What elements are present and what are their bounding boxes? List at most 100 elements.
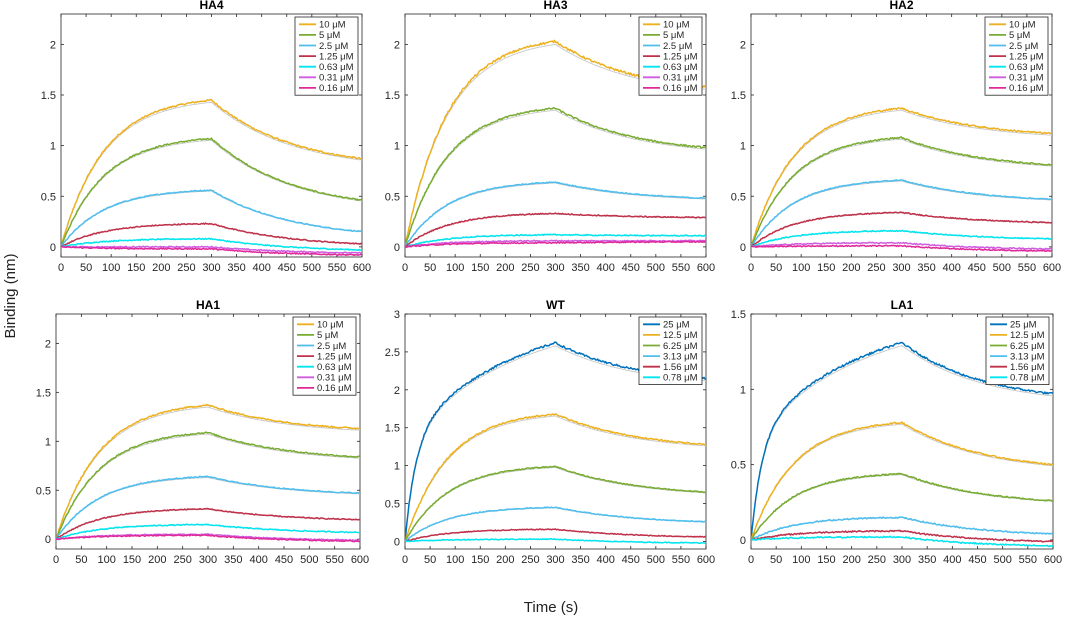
x-tick-label: 350 [918, 554, 936, 566]
series-line [751, 535, 1053, 548]
x-tick-label: 50 [75, 554, 87, 566]
x-tick-label: 100 [792, 554, 810, 566]
y-tick-label: 0.5 [385, 499, 400, 511]
series-line [61, 245, 362, 255]
fit-line-wt [405, 415, 706, 542]
y-tick-label: 2 [394, 39, 400, 51]
x-tick-label: 0 [402, 554, 408, 566]
plot-area-wt [405, 341, 706, 545]
legend-label: 0.16 μM [1009, 83, 1044, 94]
x-tick-label: 150 [817, 262, 835, 274]
x-tick-label: 500 [993, 554, 1011, 566]
y-tick-label: 1.5 [36, 387, 51, 399]
legend-label: 0.78 μM [663, 373, 698, 384]
series-line [405, 212, 706, 248]
legend-label: 5 μM [663, 30, 684, 41]
series-line [405, 465, 706, 542]
x-tick-label: 100 [792, 262, 810, 274]
x-tick-label: 0 [748, 262, 754, 274]
series-line [61, 189, 362, 248]
y-tick-label: 1.5 [731, 90, 746, 102]
legend-ha2: 10 μM5 μM2.5 μM1.25 μM0.63 μM0.31 μM0.16… [984, 16, 1049, 96]
legend-label: 10 μM [663, 20, 690, 31]
legend-ha1: 10 μM5 μM2.5 μM1.25 μM0.63 μM0.31 μM0.16… [292, 316, 357, 396]
series-line [751, 341, 1053, 541]
series-line [56, 475, 360, 540]
fit-line-ha3 [405, 109, 706, 248]
plot-area-ha4 [61, 98, 362, 257]
series-line [61, 137, 362, 247]
legend-label: 0.78 μM [1010, 373, 1045, 384]
x-tick-label: 550 [328, 262, 346, 274]
series-line [405, 233, 706, 248]
x-tick-label: 400 [942, 262, 960, 274]
x-tick-label: 100 [97, 554, 115, 566]
legend-box [638, 316, 703, 385]
series-line [751, 529, 1053, 543]
series-line [751, 244, 1052, 253]
y-tick-label: 0 [740, 535, 746, 547]
x-tick-label: 0 [53, 554, 59, 566]
x-tick-label: 350 [571, 262, 589, 274]
y-tick-label: 1 [394, 461, 400, 473]
x-tick-label: 200 [148, 554, 166, 566]
x-tick-label: 250 [867, 262, 885, 274]
panel-title-ha1: HA1 [196, 298, 220, 312]
legend-label: 12.5 μM [1010, 330, 1045, 341]
series-line [56, 431, 360, 540]
x-tick-label: 100 [446, 554, 464, 566]
legend-label: 0.31 μM [317, 373, 352, 384]
x-tick-label: 550 [325, 554, 343, 566]
legend-box [985, 316, 1050, 385]
legend-label: 25 μM [663, 320, 690, 331]
x-tick-label: 600 [353, 262, 371, 274]
series-line [751, 516, 1053, 541]
legend-label: 6.25 μM [663, 341, 698, 352]
x-tick-label: 200 [496, 554, 514, 566]
legend-label: 0.31 μM [319, 73, 354, 84]
x-tick-label: 400 [252, 262, 270, 274]
x-tick-label: 300 [546, 554, 564, 566]
panel-title-ha2: HA2 [889, 0, 913, 12]
x-tick-label: 500 [993, 262, 1011, 274]
x-tick-label: 500 [647, 262, 665, 274]
x-tick-label: 350 [917, 262, 935, 274]
legend-label: 0.16 μM [663, 83, 698, 94]
y-tick-label: 2 [740, 39, 746, 51]
y-tick-label: 0 [394, 242, 400, 254]
x-tick-label: 50 [424, 262, 436, 274]
plot-area-la1 [751, 341, 1053, 548]
x-tick-label: 300 [546, 262, 564, 274]
legend-label: 0.31 μM [1009, 73, 1044, 84]
x-tick-label: 400 [596, 262, 614, 274]
x-tick-label: 600 [351, 554, 369, 566]
legend-ha3: 10 μM5 μM2.5 μM1.25 μM0.63 μM0.31 μM0.16… [638, 16, 703, 96]
series-line [405, 239, 706, 248]
legend-label: 1.25 μM [317, 351, 352, 362]
legend-label: 6.25 μM [1010, 341, 1045, 352]
x-tick-label: 350 [224, 554, 242, 566]
fit-line-ha1 [56, 433, 360, 540]
series-line [56, 534, 360, 543]
legend-label: 2.5 μM [319, 41, 348, 52]
x-tick-label: 100 [446, 262, 464, 274]
series-line [405, 106, 706, 247]
panel-la1: LA1 0 50 100 150 200 250 300 350 400 450 500 550 600 0… [731, 298, 1062, 566]
y-tick-label: 0.5 [731, 460, 746, 472]
x-tick-label: 50 [80, 262, 92, 274]
y-tick-label: 0.5 [41, 191, 56, 203]
legend-label: 1.25 μM [663, 51, 698, 62]
legend-label: 0.16 μM [319, 83, 354, 94]
x-tick-label: 200 [152, 262, 170, 274]
x-tick-label: 200 [842, 262, 860, 274]
x-tick-label: 550 [1019, 554, 1037, 566]
x-tick-label: 450 [278, 262, 296, 274]
x-tick-label: 250 [173, 554, 191, 566]
series-line [405, 506, 706, 542]
x-tick-label: 600 [1043, 262, 1061, 274]
x-tick-label: 200 [496, 262, 514, 274]
legend-label: 2.5 μM [1009, 41, 1038, 52]
